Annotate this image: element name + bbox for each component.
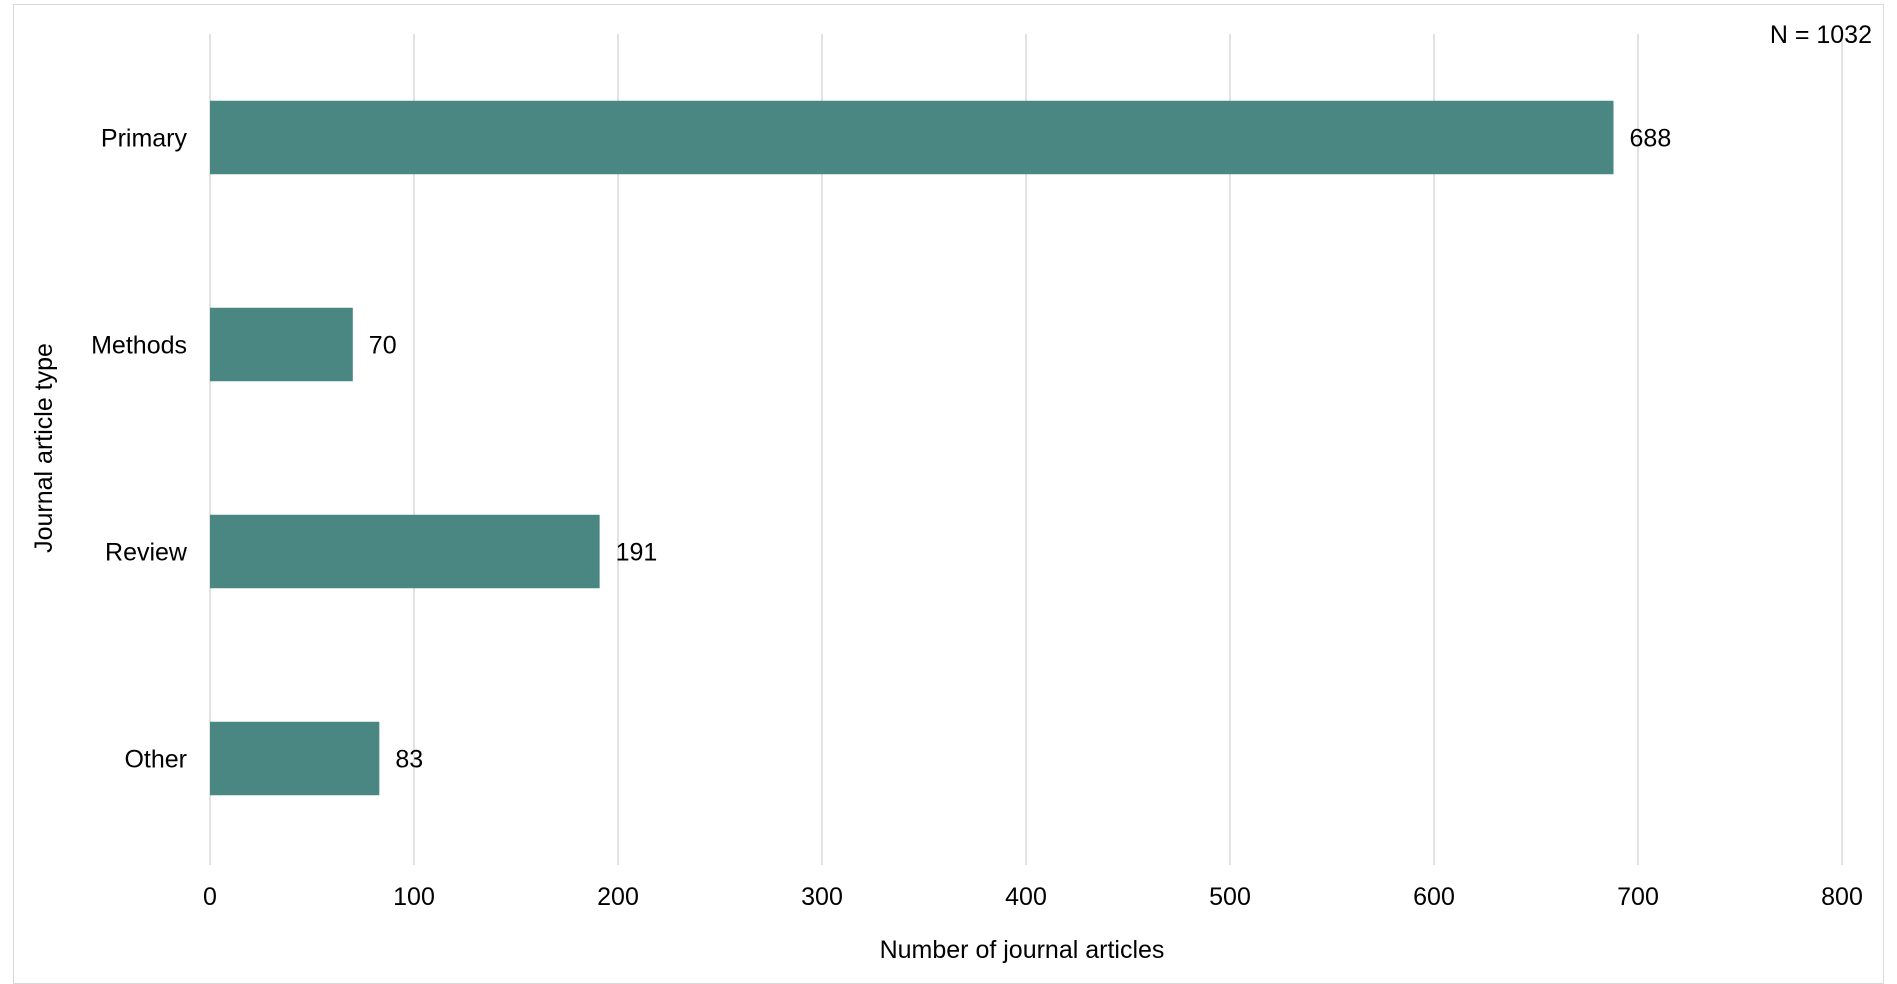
- x-tick-label: 300: [801, 883, 843, 911]
- x-tick-label: 0: [203, 883, 217, 911]
- sample-size-annotation: N = 1032: [1770, 21, 1872, 49]
- x-tick-label: 400: [1005, 883, 1047, 911]
- category-label-primary: Primary: [101, 125, 188, 153]
- bar-primary: [210, 100, 1614, 175]
- data-label-primary: 688: [1630, 125, 1672, 153]
- data-label-review: 191: [616, 539, 658, 567]
- bars: [210, 100, 1614, 796]
- data-label-methods: 70: [369, 332, 397, 360]
- x-tick-label: 800: [1821, 883, 1863, 911]
- bar-other: [210, 721, 380, 796]
- x-tick-label: 500: [1209, 883, 1251, 911]
- category-label-other: Other: [124, 746, 187, 774]
- category-label-review: Review: [105, 539, 188, 567]
- category-label-methods: Methods: [91, 332, 187, 360]
- x-tick-label: 100: [393, 883, 435, 911]
- y-tick-labels: Primary Methods Review Other: [91, 125, 188, 774]
- x-tick-labels: 0 100 200 300 400 500 600 700 800: [203, 883, 1863, 911]
- y-axis-title: Journal article type: [30, 343, 58, 553]
- bar-review: [210, 514, 600, 589]
- x-tick-label: 600: [1413, 883, 1455, 911]
- data-labels: 688 70 191 83: [369, 125, 1671, 774]
- data-label-other: 83: [395, 746, 423, 774]
- x-tick-label: 700: [1617, 883, 1659, 911]
- x-tick-label: 200: [597, 883, 639, 911]
- bar-methods: [210, 307, 353, 382]
- x-axis-title: Number of journal articles: [880, 936, 1165, 964]
